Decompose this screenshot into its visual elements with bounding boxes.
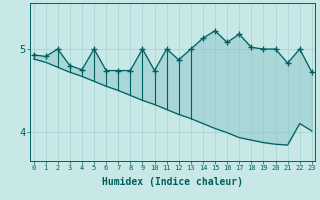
X-axis label: Humidex (Indice chaleur): Humidex (Indice chaleur) bbox=[102, 176, 243, 187]
